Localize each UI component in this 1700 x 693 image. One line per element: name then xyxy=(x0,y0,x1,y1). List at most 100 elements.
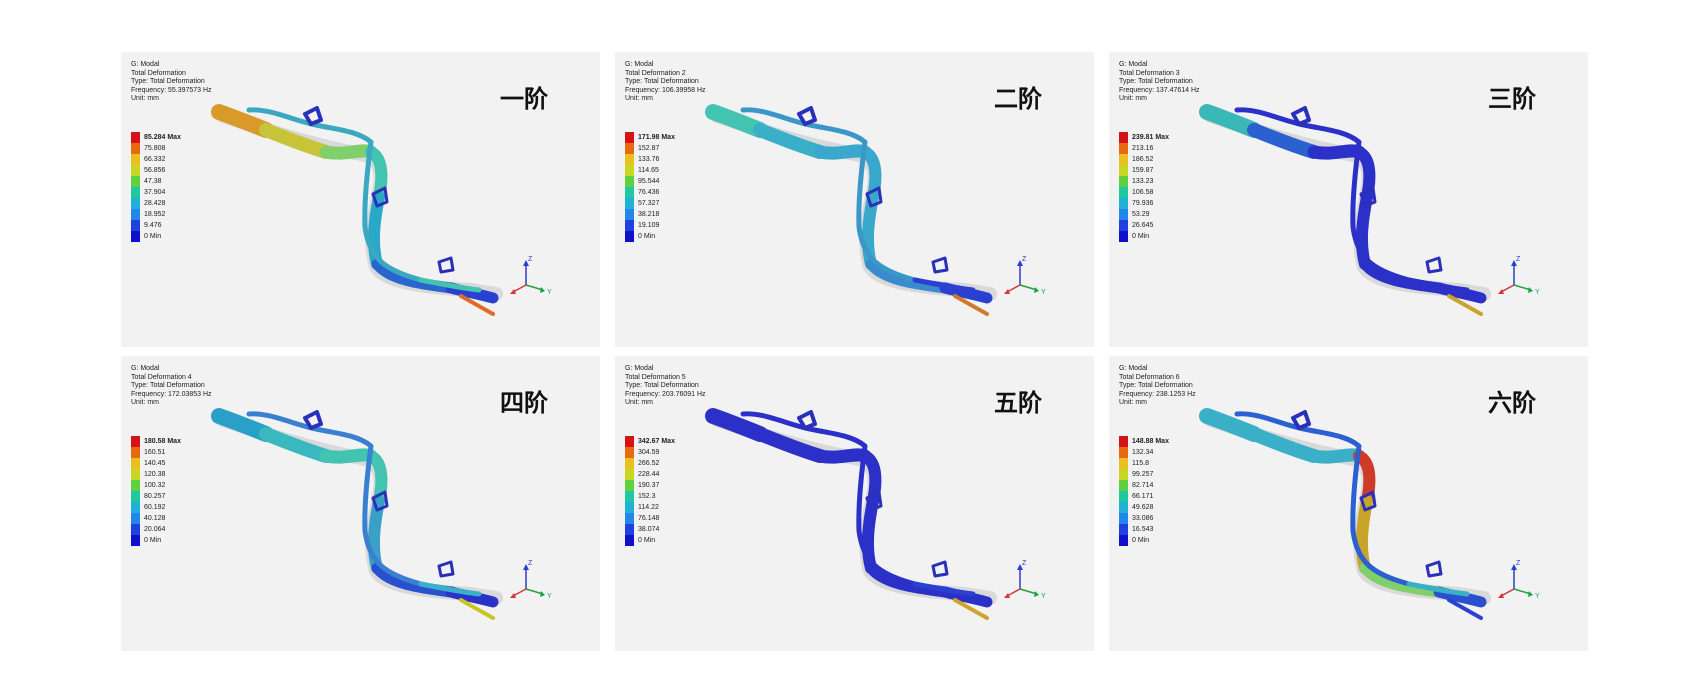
coordinate-triad: Z Y xyxy=(1498,256,1540,296)
legend-value: 85.284 Max xyxy=(144,134,181,141)
legend-value: 133.76 xyxy=(638,156,660,163)
legend-value: 0 Min xyxy=(1132,233,1150,240)
result-type: Type: Total Deformation xyxy=(1119,78,1193,86)
legend-swatch xyxy=(625,209,634,220)
tube-segment-7 xyxy=(939,282,993,304)
legend-swatch xyxy=(1119,231,1128,242)
vent-line-tail xyxy=(912,277,976,293)
legend-swatch xyxy=(1119,209,1128,220)
undeformed-shadow xyxy=(710,109,997,301)
legend-swatch xyxy=(625,231,634,242)
result-name: Total Deformation 5 xyxy=(625,373,686,381)
vent-line xyxy=(1234,107,1412,283)
legend-row: 20.064 xyxy=(131,524,165,535)
contour-legend: 85.284 Max 75.808 66.332 56.856 47.38 37… xyxy=(131,132,211,242)
legend-value: 213.16 xyxy=(1132,145,1154,152)
legend-value: 56.856 xyxy=(144,167,166,174)
bracket xyxy=(303,410,323,430)
legend-row: 115.8 xyxy=(1119,458,1149,469)
legend-swatch xyxy=(131,513,140,524)
contour-legend: 148.88 Max 132.34 115.8 99.257 82.714 66… xyxy=(1119,436,1199,546)
mode-panel: G: Modal Total Deformation 2 Type: Total… xyxy=(615,52,1094,347)
frequency: Frequency: 172.03853 Hz xyxy=(131,390,212,398)
frequency: Frequency: 238.1253 Hz xyxy=(1119,390,1196,398)
mode-order-label: 五阶 xyxy=(994,389,1042,417)
tube-segment-1 xyxy=(1199,104,1262,138)
tube-segment-3 xyxy=(319,144,378,160)
legend-swatch xyxy=(131,209,140,220)
legend-value: 0 Min xyxy=(144,537,162,544)
result-type: Type: Total Deformation xyxy=(1119,382,1193,390)
legend-swatch xyxy=(1119,198,1128,209)
legend-row: 82.714 xyxy=(1119,480,1153,491)
axis-z-label: Z xyxy=(1022,560,1027,567)
vent-line-tail xyxy=(1406,581,1470,597)
legend-value: 79.936 xyxy=(1132,200,1154,207)
legend-swatch xyxy=(625,143,634,154)
legend-row: 140.45 xyxy=(131,458,165,469)
legend-row: 0 Min xyxy=(625,535,655,546)
legend-value: 53.29 xyxy=(1132,211,1150,218)
legend-row: 186.52 xyxy=(1119,154,1153,165)
legend-swatch xyxy=(625,220,634,231)
tube-segment-1 xyxy=(705,408,768,442)
tube-segment-1 xyxy=(211,408,274,442)
legend-row: 16.543 xyxy=(1119,524,1153,535)
vent-line xyxy=(1234,411,1412,587)
legend-row: 0 Min xyxy=(131,231,161,242)
legend-row: 106.58 xyxy=(1119,187,1153,198)
result-info: G: Modal Total Deformation 6 Type: Total… xyxy=(1119,365,1196,408)
legend-swatch xyxy=(131,502,140,513)
legend-value: 28.428 xyxy=(144,200,166,207)
legend-row: 190.37 xyxy=(625,480,659,491)
legend-swatch xyxy=(1119,143,1128,154)
legend-row: 66.332 xyxy=(131,154,165,165)
result-type: Type: Total Deformation xyxy=(625,78,699,86)
legend-row: 38.218 xyxy=(625,209,659,220)
legend-row: 75.808 xyxy=(131,143,165,154)
pipe-model xyxy=(211,104,503,316)
legend-swatch xyxy=(131,491,140,502)
result-name: Total Deformation 6 xyxy=(1119,373,1180,381)
coordinate-triad: Z Y xyxy=(510,256,552,296)
legend-swatch xyxy=(1119,154,1128,165)
legend-row: 148.88 Max xyxy=(1119,436,1169,447)
legend-row: 114.65 xyxy=(625,165,659,176)
legend-swatch xyxy=(625,198,634,209)
legend-value: 239.81 Max xyxy=(1132,134,1169,141)
mode-order-label: 一阶 xyxy=(500,85,548,113)
legend-row: 57.327 xyxy=(625,198,659,209)
legend-swatch xyxy=(131,535,140,546)
legend-swatch xyxy=(131,132,140,143)
legend-value: 115.8 xyxy=(1132,460,1149,467)
legend-value: 99.257 xyxy=(1132,471,1154,478)
tube-segment-3 xyxy=(319,448,378,464)
legend-row: 28.428 xyxy=(131,198,165,209)
bracket xyxy=(1359,490,1377,512)
legend-swatch xyxy=(1119,502,1128,513)
legend-value: 40.128 xyxy=(144,515,166,522)
mode-panel: G: Modal Total Deformation 5 Type: Total… xyxy=(615,356,1094,651)
legend-swatch xyxy=(1119,524,1128,535)
undeformed-shadow xyxy=(216,109,503,301)
legend-row: 152.87 xyxy=(625,143,659,154)
legend-row: 133.23 xyxy=(1119,176,1153,187)
legend-value: 19.109 xyxy=(638,222,660,229)
legend-value: 304.59 xyxy=(638,449,660,456)
legend-value: 60.192 xyxy=(144,504,166,511)
modal-results-grid: G: Modal Total Deformation Type: Total D… xyxy=(121,52,1588,651)
pipe-model xyxy=(705,408,997,620)
pipe-model xyxy=(211,408,503,620)
legend-row: 99.257 xyxy=(1119,469,1153,480)
legend-value: 57.327 xyxy=(638,200,660,207)
legend-value: 76.148 xyxy=(638,515,660,522)
frequency: Frequency: 55.397573 Hz xyxy=(131,86,212,94)
bracket xyxy=(437,256,455,274)
tube-segment-7 xyxy=(1433,586,1487,608)
legend-swatch xyxy=(1119,491,1128,502)
legend-swatch xyxy=(625,491,634,502)
tube-segment-3 xyxy=(1307,448,1366,464)
result-info: G: Modal Total Deformation 5 Type: Total… xyxy=(625,365,706,408)
axis-y-label: Y xyxy=(1041,289,1046,296)
legend-value: 38.074 xyxy=(638,526,660,533)
